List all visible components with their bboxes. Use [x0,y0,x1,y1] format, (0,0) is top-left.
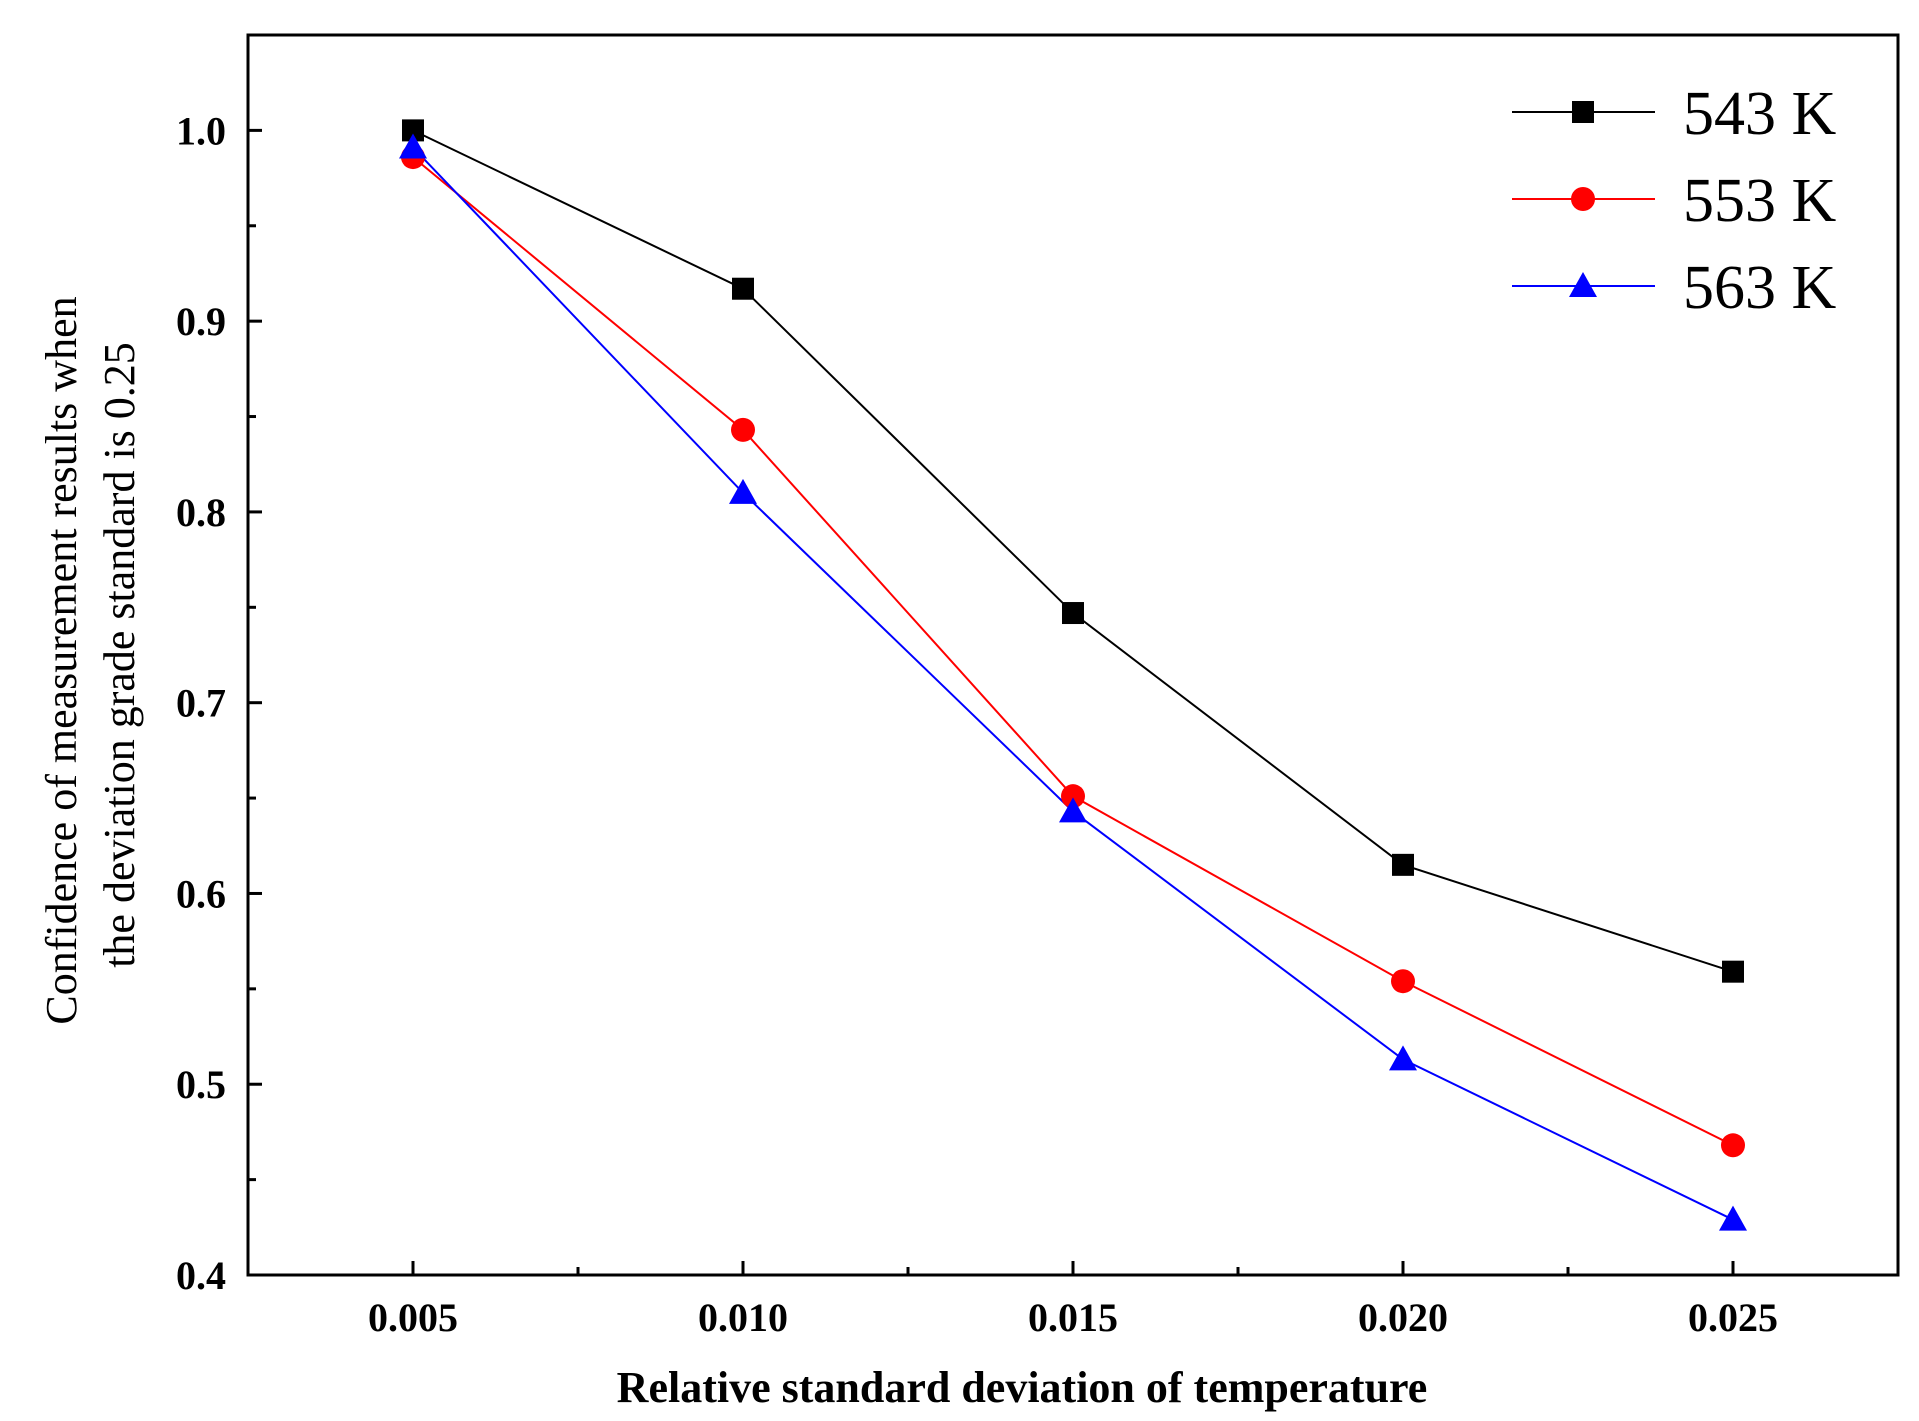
data-point [399,133,427,159]
data-point [1061,784,1085,809]
series-line [412,129,1734,973]
data-point [1392,853,1414,876]
legend-marker [1569,272,1597,297]
data-point [1059,797,1087,823]
data-point [402,119,424,142]
series-line [412,156,1734,1147]
x-axis-title: Relative standard deviation of temperatu… [617,1363,1428,1412]
data-point [1719,1205,1747,1231]
axis-ticks [248,128,1735,1277]
legend-label: 553 K [1683,167,1837,235]
y-axis-title-line-2: the deviation grade standard is 0.25 [95,342,144,968]
legend-label: 563 K [1683,254,1837,322]
data-point [731,417,755,442]
series-layer [399,119,1747,1231]
legend-marker [1572,101,1594,123]
legend-label: 543 K [1683,80,1837,148]
data-point [1722,960,1744,983]
y-tick-label: 1.0 [176,108,226,153]
y-tick-label: 0.9 [176,299,226,344]
y-axis-title-line-1: Confidence of measurement results when [37,296,86,1024]
y-axis-title: Confidence of measurement results when t… [37,285,144,1024]
x-tick-label: 0.020 [1358,1295,1448,1340]
y-tick-labels: 0.4 0.5 0.6 0.7 0.8 0.9 1.0 [176,108,226,1298]
data-point [732,277,754,300]
legend-marker [1571,187,1595,211]
data-point [1062,602,1084,625]
data-point [1391,969,1415,994]
y-tick-label: 0.6 [176,871,226,916]
x-tick-label: 0.015 [1028,1295,1118,1340]
x-tick-label: 0.010 [698,1295,788,1340]
y-tick-label: 0.4 [176,1253,226,1298]
x-tick-labels: 0.005 0.010 0.015 0.020 0.025 [368,1295,1778,1340]
series-line [412,146,1734,1221]
data-point [1721,1133,1745,1158]
y-tick-label: 0.5 [176,1062,226,1107]
x-tick-label: 0.005 [368,1295,458,1340]
y-tick-label: 0.8 [176,490,226,535]
plot-frame [246,33,1900,1277]
legend: 543 K 553 K 563 K [1512,80,1837,322]
y-tick-label: 0.7 [176,681,226,726]
data-point [1389,1045,1417,1071]
data-point [729,478,757,504]
x-tick-label: 0.025 [1688,1295,1778,1340]
